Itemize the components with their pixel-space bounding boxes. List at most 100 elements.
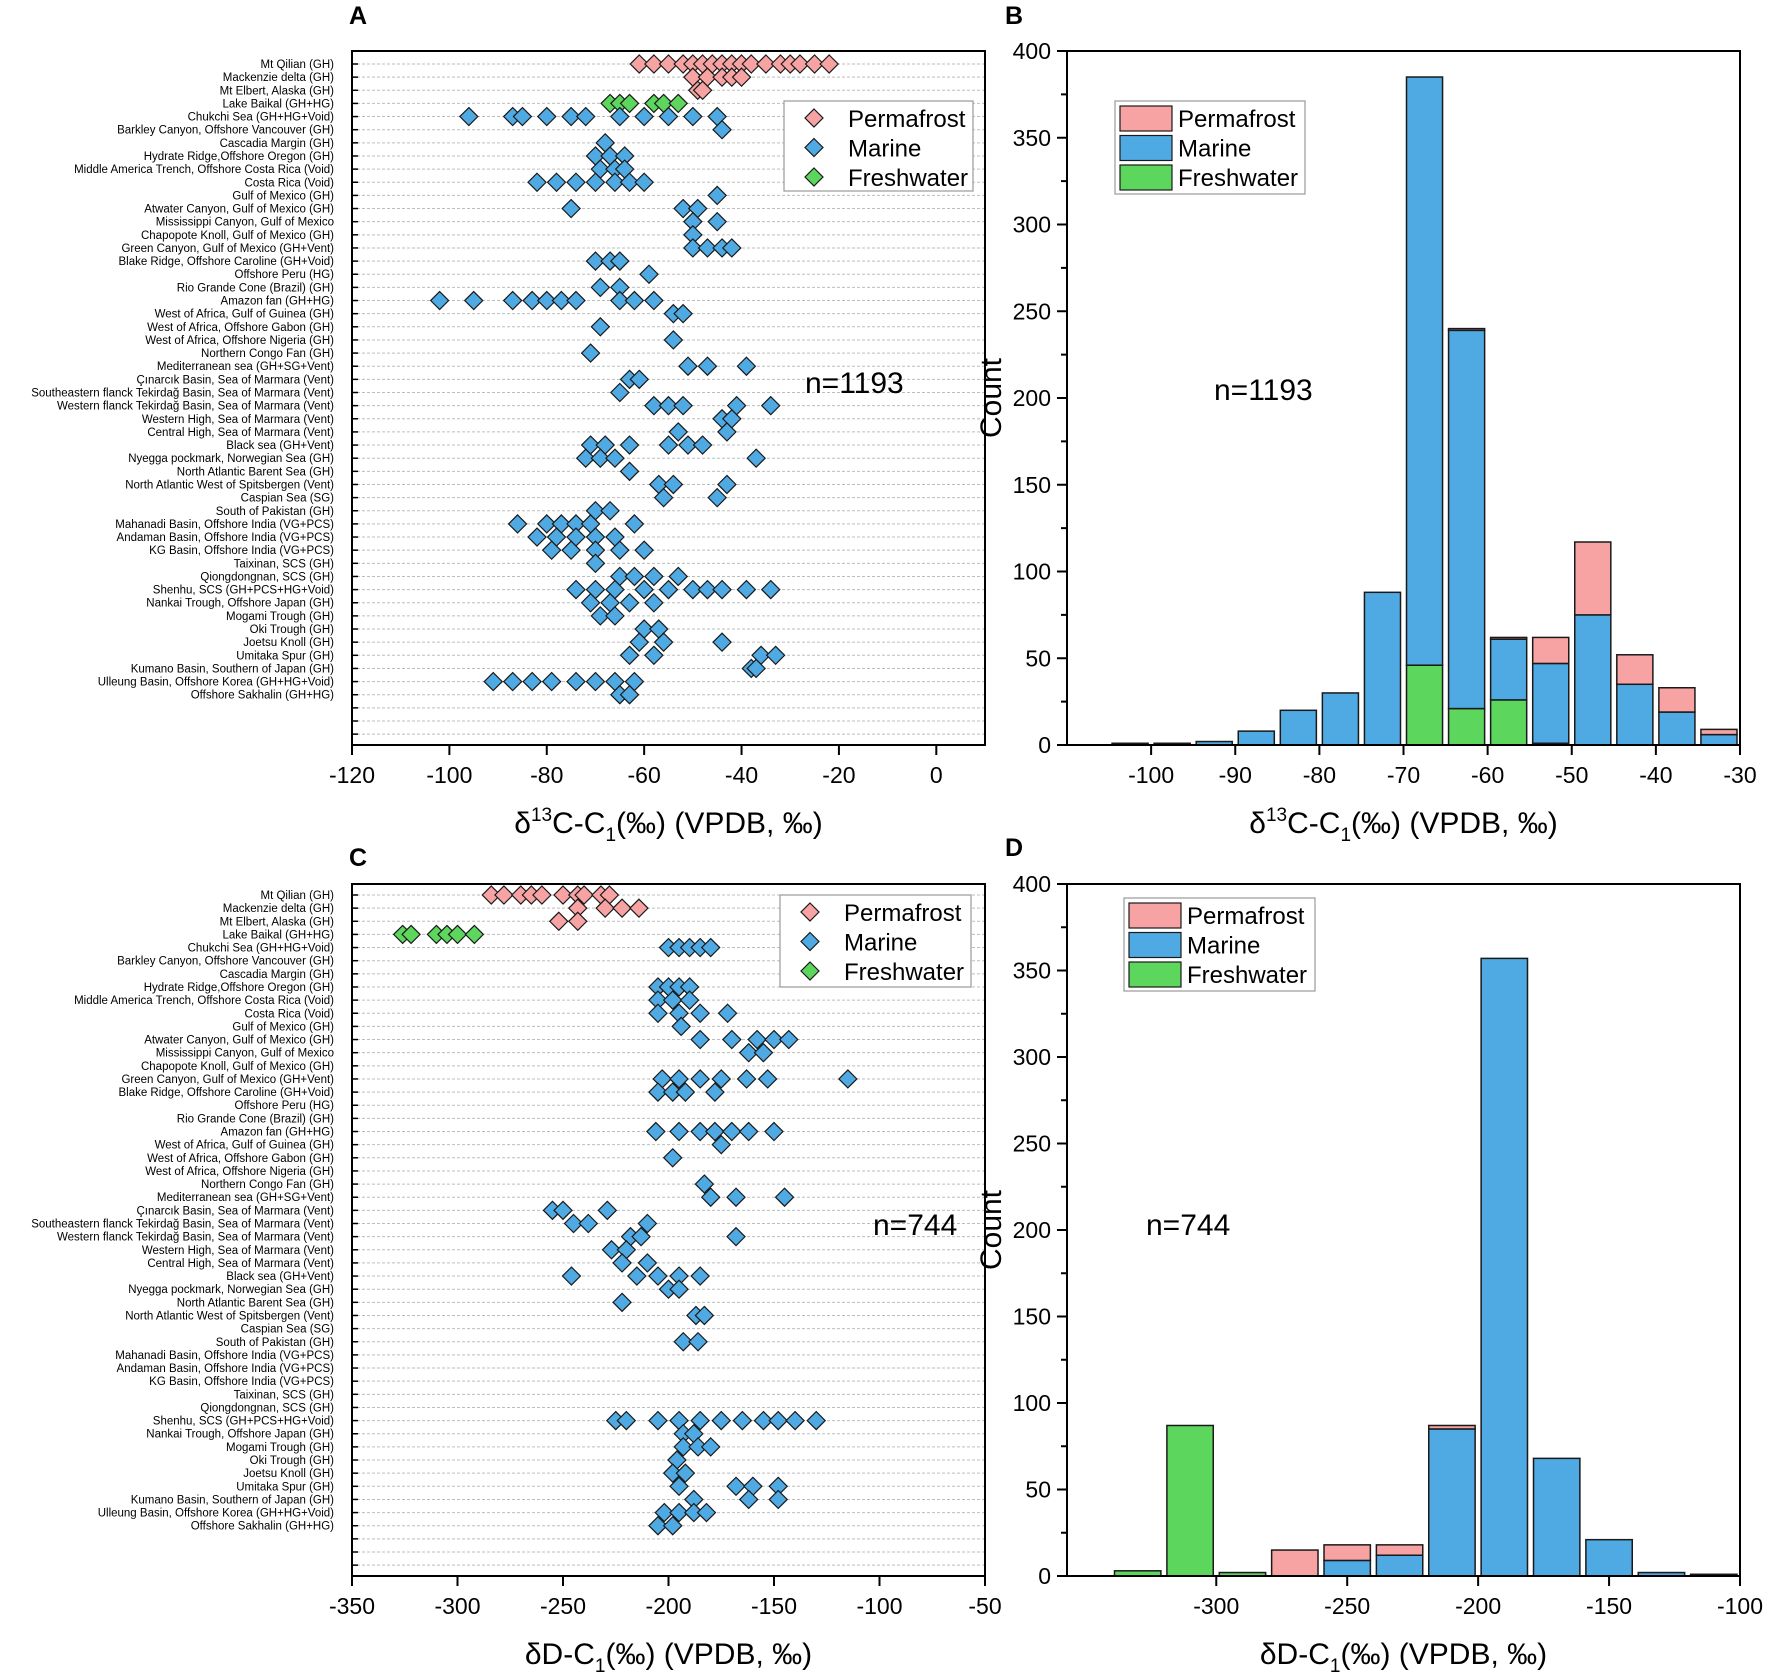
panel-C: C Mt Qilian (GH)Mackenzie delta (GH)Mt El…: [31, 844, 1001, 1677]
point-marine: [609, 382, 630, 403]
legend-marker-freshwater: [800, 961, 820, 981]
point-marine: [597, 1200, 618, 1221]
point-marine: [612, 1292, 632, 1313]
point-marine: [662, 990, 683, 1010]
x-tick-label: -150: [1586, 1593, 1632, 1619]
category-label: Rio Grande Cone (Brazil) (GH): [177, 282, 334, 294]
y-tick-label: 200: [1013, 385, 1051, 411]
category-label: Western flanck Tekirdağ Basin, Sea of Ma…: [57, 401, 334, 413]
bar-freshwater: [1405, 664, 1444, 746]
point-marine: [563, 1213, 584, 1234]
point-marine: [669, 1476, 689, 1497]
bar-marine: [1279, 709, 1318, 746]
point-marine: [690, 1003, 710, 1024]
point-marine: [738, 1042, 759, 1063]
y-axis-title: Count: [975, 357, 1008, 438]
point-marine: [658, 395, 679, 416]
x-title-sup: 13: [1266, 805, 1287, 826]
point-marine: [690, 1410, 710, 1431]
point-marine: [566, 579, 586, 600]
category-label: Kumano Basin, Southern of Japan (GH): [131, 663, 334, 675]
point-marine: [605, 606, 625, 626]
legend-marker-permafrost: [804, 108, 824, 128]
category-label: Hydrate Ridge,Offshore Oregon (GH): [144, 151, 334, 163]
legend-swatch-marine: [1119, 134, 1173, 162]
point-marine: [634, 106, 655, 127]
point-marine: [717, 1003, 738, 1024]
category-label: Costa Rica (Void): [245, 177, 335, 189]
category-label: Mahanadi Basin, Offshore India (VG+PCS): [115, 519, 334, 531]
point-marine: [639, 264, 659, 285]
x-tick-label: -200: [645, 1593, 691, 1619]
x-tick-label: -50: [968, 1593, 1001, 1619]
category-label: Black sea (GH+Vent): [226, 1271, 334, 1283]
category-label: Barkley Canyon, Offshore Vancouver (GH): [117, 956, 334, 968]
category-label: Caspian Sea (SG): [241, 1324, 334, 1336]
point-marine: [644, 566, 664, 587]
category-label: Offshore Peru (HG): [235, 269, 335, 281]
category-label: South of Pakistan (GH): [216, 506, 334, 518]
category-label: Offshore Peru (HG): [235, 1100, 335, 1112]
point-marine: [644, 290, 664, 311]
legend-marker-marine: [804, 137, 824, 158]
point-marine: [566, 172, 586, 193]
category-label: Caspian Sea (SG): [241, 493, 334, 505]
point-marine: [658, 435, 679, 455]
y-tick-label: 100: [1013, 559, 1051, 585]
category-label: Taixinan, SCS (GH): [234, 1389, 335, 1401]
point-marine: [619, 435, 640, 455]
point-marine: [585, 251, 606, 271]
point-permafrost: [574, 885, 594, 905]
point-marine: [765, 645, 786, 666]
point-marine: [561, 540, 581, 561]
bar-permafrost: [1700, 728, 1738, 736]
point-marine: [637, 1213, 658, 1234]
point-marine: [527, 172, 547, 193]
point-marine: [634, 579, 655, 600]
x-tick-label: -100: [856, 1593, 902, 1619]
legend-label: Marine: [844, 930, 917, 957]
category-label: West of Africa, Offshore Gabon (GH): [147, 322, 334, 334]
point-marine: [707, 211, 728, 232]
category-label: Mogami Trough (GH): [226, 611, 334, 623]
category-label: Western High, Sea of Marmara (Vent): [142, 414, 334, 426]
point-marine: [629, 369, 650, 390]
sample-count-label: n=744: [1146, 1209, 1230, 1242]
category-label: Offshore Sakhalin (GH+HG): [191, 1521, 334, 1533]
point-marine: [566, 671, 586, 692]
bar-marine: [1700, 733, 1738, 746]
point-marine: [653, 487, 674, 508]
bar-permafrost: [1658, 686, 1696, 713]
category-label: Northern Congo Fan (GH): [201, 348, 334, 360]
legend-marker-permafrost: [800, 902, 820, 922]
bar-marine: [1323, 1559, 1372, 1577]
point-marine: [682, 238, 703, 258]
point-marine: [669, 1121, 689, 1142]
category-label: Mahanadi Basin, Offshore India (VG+PCS): [115, 1350, 334, 1362]
point-marine: [679, 990, 700, 1010]
category-label: Western High, Sea of Marmara (Vent): [142, 1245, 334, 1257]
category-label: Central High, Sea of Marmara (Vent): [147, 427, 334, 439]
point-marine: [712, 579, 732, 600]
point-marine: [585, 172, 606, 193]
x-title-sup: 13: [531, 805, 552, 826]
y-tick-label: 300: [1013, 1044, 1051, 1070]
point-marine: [662, 1515, 683, 1536]
x-tick-label: -100: [426, 762, 472, 788]
bar-permafrost: [1574, 541, 1612, 616]
legend-marker-marine: [800, 931, 820, 952]
bar-permafrost: [1375, 1544, 1424, 1556]
category-label: Mt Elbert, Alaska (GH): [220, 85, 335, 97]
point-marine: [768, 1489, 789, 1510]
point-marine: [707, 185, 728, 206]
category-label: Western flanck Tekirdağ Basin, Sea of Ma…: [57, 1232, 334, 1244]
x-tick-label: -90: [1219, 762, 1252, 788]
category-label: West of Africa, Offshore Nigeria (GH): [145, 335, 334, 347]
point-marine: [644, 645, 664, 666]
y-tick-label: 150: [1013, 472, 1051, 498]
x-tick-label: -300: [1193, 1593, 1239, 1619]
point-marine: [736, 356, 757, 377]
category-label: Green Canyon, Gulf of Mexico (GH+Vent): [121, 1074, 334, 1086]
category-label: Nyegga pockmark, Norwegian Sea (GH): [128, 1284, 334, 1296]
x-title-part: C-C: [552, 807, 605, 840]
